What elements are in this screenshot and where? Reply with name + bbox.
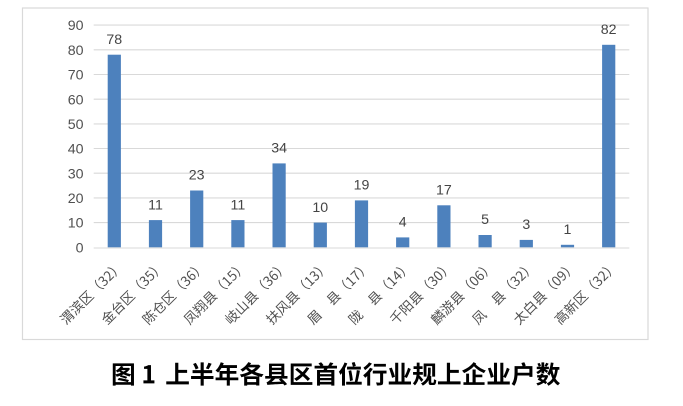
- svg-text:70: 70: [68, 68, 84, 84]
- svg-text:11: 11: [231, 197, 246, 213]
- svg-text:82: 82: [601, 22, 617, 38]
- svg-text:1: 1: [564, 222, 572, 238]
- svg-text:10: 10: [68, 216, 84, 232]
- svg-text:3: 3: [522, 217, 530, 233]
- svg-text:78: 78: [106, 32, 122, 48]
- svg-text:20: 20: [68, 191, 84, 207]
- svg-text:50: 50: [68, 117, 84, 133]
- svg-text:60: 60: [68, 92, 84, 108]
- svg-text:0: 0: [76, 240, 84, 256]
- svg-text:34: 34: [271, 141, 287, 157]
- svg-text:10: 10: [312, 200, 328, 216]
- svg-text:11: 11: [148, 197, 163, 213]
- svg-text:19: 19: [354, 178, 370, 194]
- svg-text:23: 23: [189, 168, 205, 184]
- svg-text:5: 5: [481, 212, 489, 228]
- svg-text:80: 80: [68, 43, 84, 59]
- svg-text:30: 30: [68, 166, 84, 182]
- svg-text:40: 40: [68, 142, 84, 158]
- svg-text:17: 17: [436, 183, 452, 199]
- svg-text:90: 90: [68, 18, 84, 34]
- svg-text:4: 4: [399, 215, 407, 231]
